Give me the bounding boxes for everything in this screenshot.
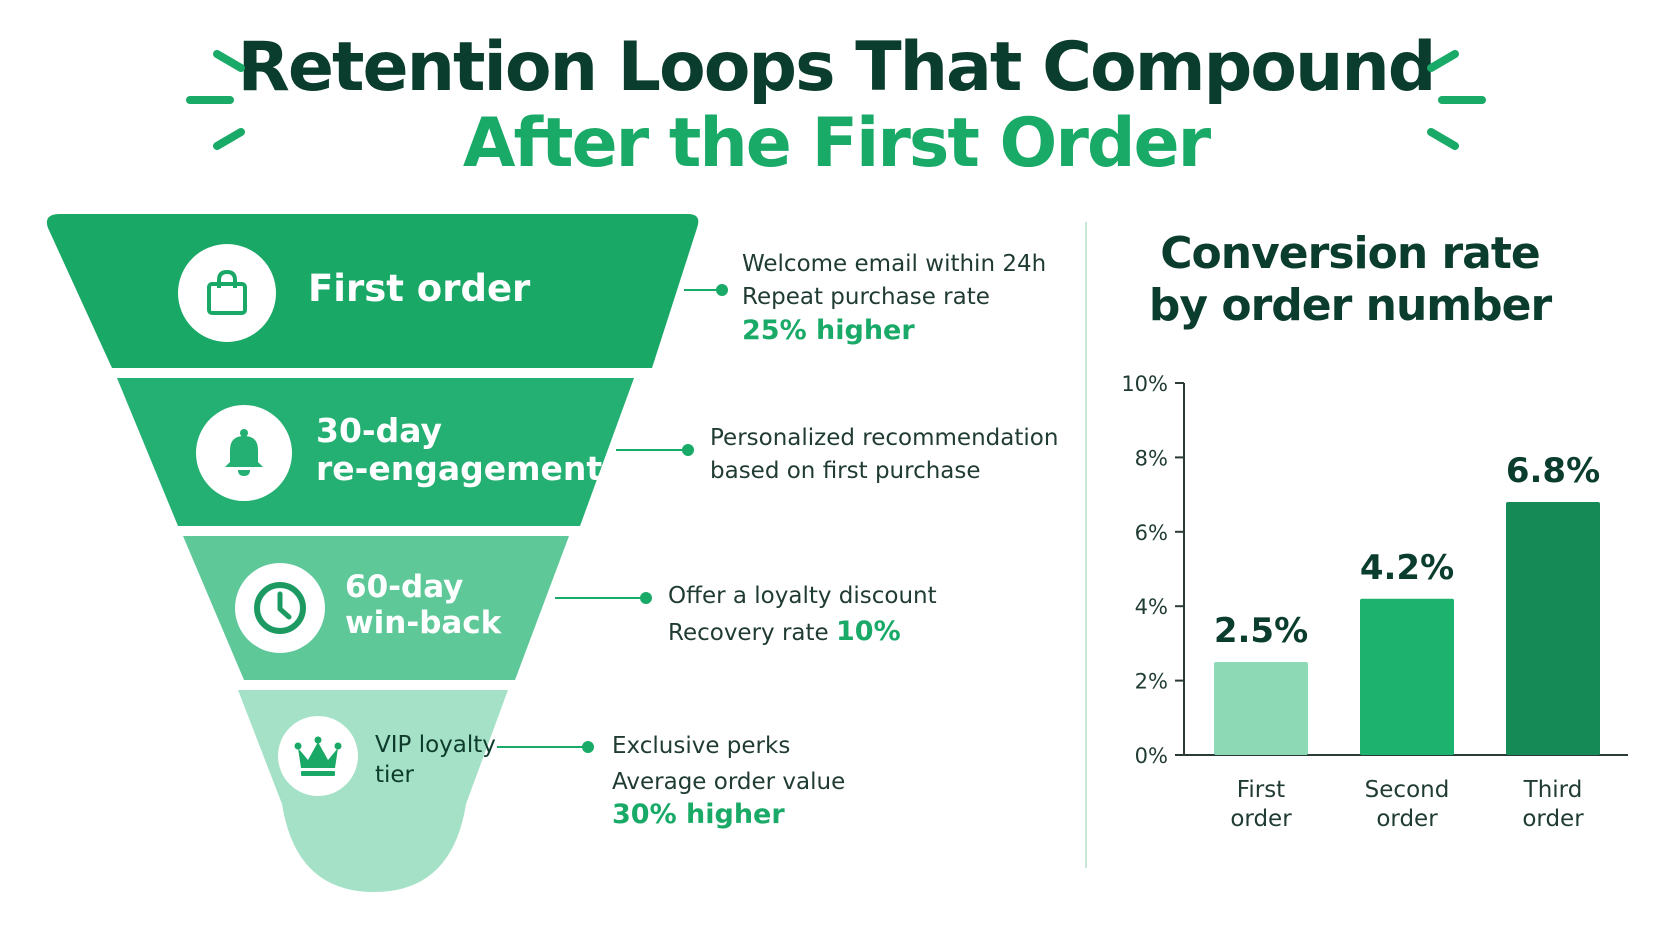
stage-1-icon-badge <box>178 244 276 342</box>
page-subtitle: After the First Order <box>462 104 1211 183</box>
bar <box>1360 598 1454 755</box>
connector-4-dot <box>582 741 594 753</box>
shopping-bag-icon <box>207 270 247 315</box>
page-title: Retention Loops That Compound <box>237 28 1437 107</box>
stage-1-label: First order <box>308 267 531 310</box>
stage-3-label: 60-day win-back <box>345 569 502 641</box>
stage-4-highlight: 30% higher <box>612 799 785 830</box>
y-tick-label: 6% <box>1135 521 1168 545</box>
bar <box>1214 662 1308 755</box>
x-category-label: order <box>1522 806 1584 832</box>
connector-1-dot <box>716 284 728 296</box>
y-tick-label: 8% <box>1135 446 1168 470</box>
stage-4-label: VIP loyalty tier <box>375 732 496 788</box>
stage-1-highlight: 25% higher <box>742 315 915 346</box>
stage-2-label: 30-day re-engagement <box>316 411 603 488</box>
bar-value-label: 6.8% <box>1506 451 1600 491</box>
stage-1-note: Welcome email within 24h Repeat purchase… <box>742 251 1047 346</box>
x-category-label: order <box>1376 806 1438 832</box>
left-burst-icon <box>186 50 245 150</box>
x-category-label: First <box>1237 777 1285 803</box>
stage-2-note: Personalized recommendation based on fir… <box>710 425 1059 484</box>
right-burst-icon <box>1427 50 1486 150</box>
clock-icon <box>254 582 306 634</box>
y-tick-label: 0% <box>1135 744 1168 768</box>
x-category-label: order <box>1230 806 1292 832</box>
stage-3-note: Offer a loyalty discount Recovery rate 1… <box>668 583 937 647</box>
bar-value-label: 4.2% <box>1360 548 1454 588</box>
stage-4-icon-badge <box>278 716 358 796</box>
stage-3-highlight: 10% <box>836 616 901 647</box>
connector-3-dot <box>640 592 652 604</box>
crown-icon <box>294 736 342 776</box>
connector-2-dot <box>682 444 694 456</box>
y-tick-label: 2% <box>1135 670 1168 694</box>
bar <box>1506 502 1600 755</box>
stage-2-icon-badge <box>196 405 292 501</box>
y-tick-label: 10% <box>1121 372 1168 396</box>
stage-3-icon-badge <box>235 563 325 653</box>
section-divider <box>1085 222 1087 868</box>
stage-4-note: Exclusive perks Average order value 30% … <box>612 733 846 830</box>
x-category-label: Third <box>1523 777 1583 803</box>
x-category-label: Second <box>1365 777 1450 803</box>
chart-title: Conversion rate by order number <box>1148 228 1552 331</box>
bar-value-label: 2.5% <box>1214 611 1308 651</box>
bell-icon <box>225 429 263 476</box>
y-tick-label: 4% <box>1135 595 1168 619</box>
